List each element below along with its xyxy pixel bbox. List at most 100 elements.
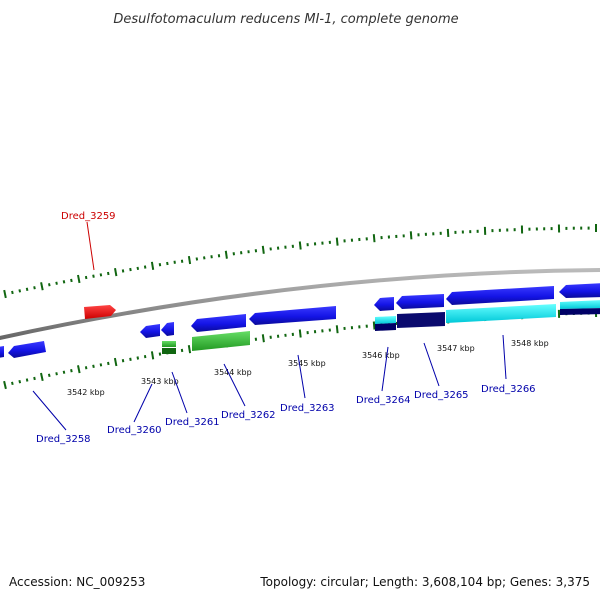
gene-feature-dred-3265[interactable] [396,294,444,309]
gene-feature-dred-3258[interactable] [8,341,46,358]
minor-tick [158,352,162,356]
minor-tick [136,266,140,271]
leader-line [133,383,153,423]
major-tick [40,372,44,382]
scale-label: 3546 kbp [362,351,400,360]
gene-leader-lines [32,221,507,431]
minor-tick [92,274,95,278]
minor-tick [136,356,140,360]
scale-label: 3545 kbp [288,359,326,368]
gene-feature-prev[interactable] [0,346,4,358]
rna-feature-b[interactable] [162,348,176,354]
major-tick [298,329,302,338]
major-tick [150,261,155,270]
major-tick [3,289,7,299]
scale-labels: 3542 kbp 3543 kbp 3544 kbp 3545 kbp 3546… [67,339,549,397]
major-tick [114,268,118,277]
cyan-feature-a[interactable] [375,316,396,324]
minor-tick [11,381,14,386]
minor-tick [33,376,36,381]
major-tick [298,241,302,250]
accession-text: Accession: NC_009253 [9,575,145,589]
gene-feature-dred-3262[interactable] [191,314,246,332]
gene-feature-dred-3260[interactable] [140,324,160,338]
leader-line [502,334,507,380]
major-tick [187,345,192,354]
minor-tick [70,278,73,283]
minor-tick [99,363,103,367]
minor-tick [62,280,66,284]
leader-line [223,363,246,407]
minor-tick [129,357,132,361]
minor-tick [203,256,206,260]
gene-labels: Dred_3259 Dred_3258 Dred_3260 Dred_3261 … [36,211,536,445]
gene-label-dred-3264[interactable]: Dred_3264 [356,395,411,406]
minor-tick [180,348,184,353]
minor-tick [143,265,147,269]
cyan-feature-b[interactable] [446,304,556,323]
scale-label: 3542 kbp [67,388,105,397]
minor-tick [25,378,29,382]
minor-tick [48,283,51,287]
minor-tick [92,364,95,368]
minor-tick [84,366,88,370]
gene-label-dred-3260[interactable]: Dred_3260 [107,425,162,436]
leader-line [381,346,389,392]
minor-tick [166,261,169,266]
minor-tick [33,286,36,290]
gene-feature-dred-3259[interactable] [84,305,116,319]
gene-label-dred-3262[interactable]: Dred_3262 [221,410,276,421]
major-tick [3,380,7,390]
gene-label-dred-3263[interactable]: Dred_3263 [280,403,335,414]
gene-label-dred-3259[interactable]: Dred_3259 [61,211,116,222]
gene-feature-next[interactable] [559,283,600,298]
scale-label: 3548 kbp [511,339,549,348]
minor-tick [62,370,66,374]
major-tick [40,282,44,291]
major-tick [150,351,155,360]
minor-tick [55,372,58,376]
gene-feature-dred-3264[interactable] [374,297,394,311]
major-tick [77,274,81,284]
gene-label-dred-3266[interactable]: Dred_3266 [481,384,536,395]
gene-label-dred-3261[interactable]: Dred_3261 [165,417,220,428]
gene-label-dred-3258[interactable]: Dred_3258 [36,434,91,445]
gene-label-dred-3265[interactable]: Dred_3265 [414,390,469,401]
major-tick [261,334,265,343]
major-tick [187,255,192,265]
minor-tick [121,359,125,363]
gene-feature-dred-3263[interactable] [249,306,336,325]
leader-line [423,342,440,387]
minor-tick [47,373,51,378]
rna-feature-a[interactable] [162,341,176,347]
leader-line [32,390,67,431]
minor-tick [18,289,22,293]
minor-tick [143,355,147,359]
reverse-strand-features [0,300,600,358]
gene-feature-dred-3261[interactable] [161,322,174,336]
navy-feature-a[interactable] [375,323,396,331]
minor-tick [11,290,14,295]
navy-feature-c[interactable] [560,308,600,315]
minor-tick [107,271,110,276]
major-tick [113,357,118,367]
map-title: Desulfotomaculum reducens MI-1, complete… [113,12,458,27]
minor-tick [25,287,29,291]
scale-label: 3547 kbp [437,344,475,353]
minor-tick [18,379,22,384]
leader-line [297,354,306,399]
outer-tick-arc [3,224,597,299]
minor-tick [70,369,73,373]
minor-tick [107,361,110,366]
rna-feature-c[interactable] [192,331,250,351]
cyan-feature-c[interactable] [560,300,600,309]
leader-line [171,371,188,414]
major-tick [261,245,265,254]
gene-feature-dred-3266[interactable] [446,286,554,305]
scale-label: 3543 kbp [141,377,179,386]
navy-feature-b[interactable] [397,312,445,328]
minor-tick [84,275,88,280]
major-tick [224,250,228,259]
minor-tick [158,263,162,267]
